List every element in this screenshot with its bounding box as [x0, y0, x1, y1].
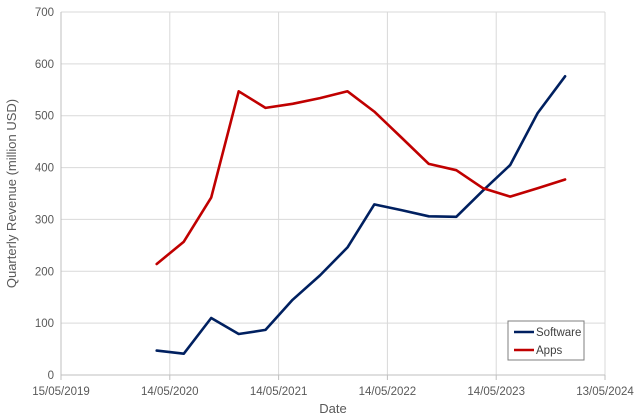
legend: Software Apps: [507, 320, 585, 361]
y-tick-label: 500: [35, 111, 54, 123]
y-tick-label: 0: [48, 370, 54, 382]
y-tick-label: 200: [35, 266, 54, 278]
x-tick-label: 14/05/2020: [141, 386, 199, 398]
y-tick-label: 300: [35, 214, 54, 226]
y-axis-title: Quarterly Revenue (million USD): [4, 99, 19, 288]
y-tick-label: 700: [35, 7, 54, 19]
x-axis-title: Date: [319, 401, 346, 416]
x-tick-label: 14/05/2022: [359, 386, 417, 398]
axes: [60, 12, 606, 380]
x-tick-labels: 15/05/2019 14/05/2020 14/05/2021 14/05/2022…: [32, 386, 634, 398]
x-tick-label: 14/05/2021: [250, 386, 308, 398]
x-tick-label: 14/05/2023: [467, 386, 525, 398]
x-tick-label: 13/05/2024: [576, 386, 634, 398]
x-tick-label: 15/05/2019: [32, 386, 90, 398]
series-line-apps: [155, 90, 567, 266]
series-line-software: [155, 75, 567, 356]
legend-box: [507, 320, 585, 361]
legend-label-apps: Apps: [536, 345, 562, 357]
series-lines: [155, 75, 567, 356]
y-tick-label: 600: [35, 59, 54, 71]
y-tick-label: 400: [35, 163, 54, 175]
y-tick-label: 100: [35, 318, 54, 330]
legend-label-software: Software: [536, 327, 581, 339]
grid-lines: [61, 11, 606, 375]
y-tick-labels: 0 100 200 300 400 500 600 700: [35, 7, 54, 382]
